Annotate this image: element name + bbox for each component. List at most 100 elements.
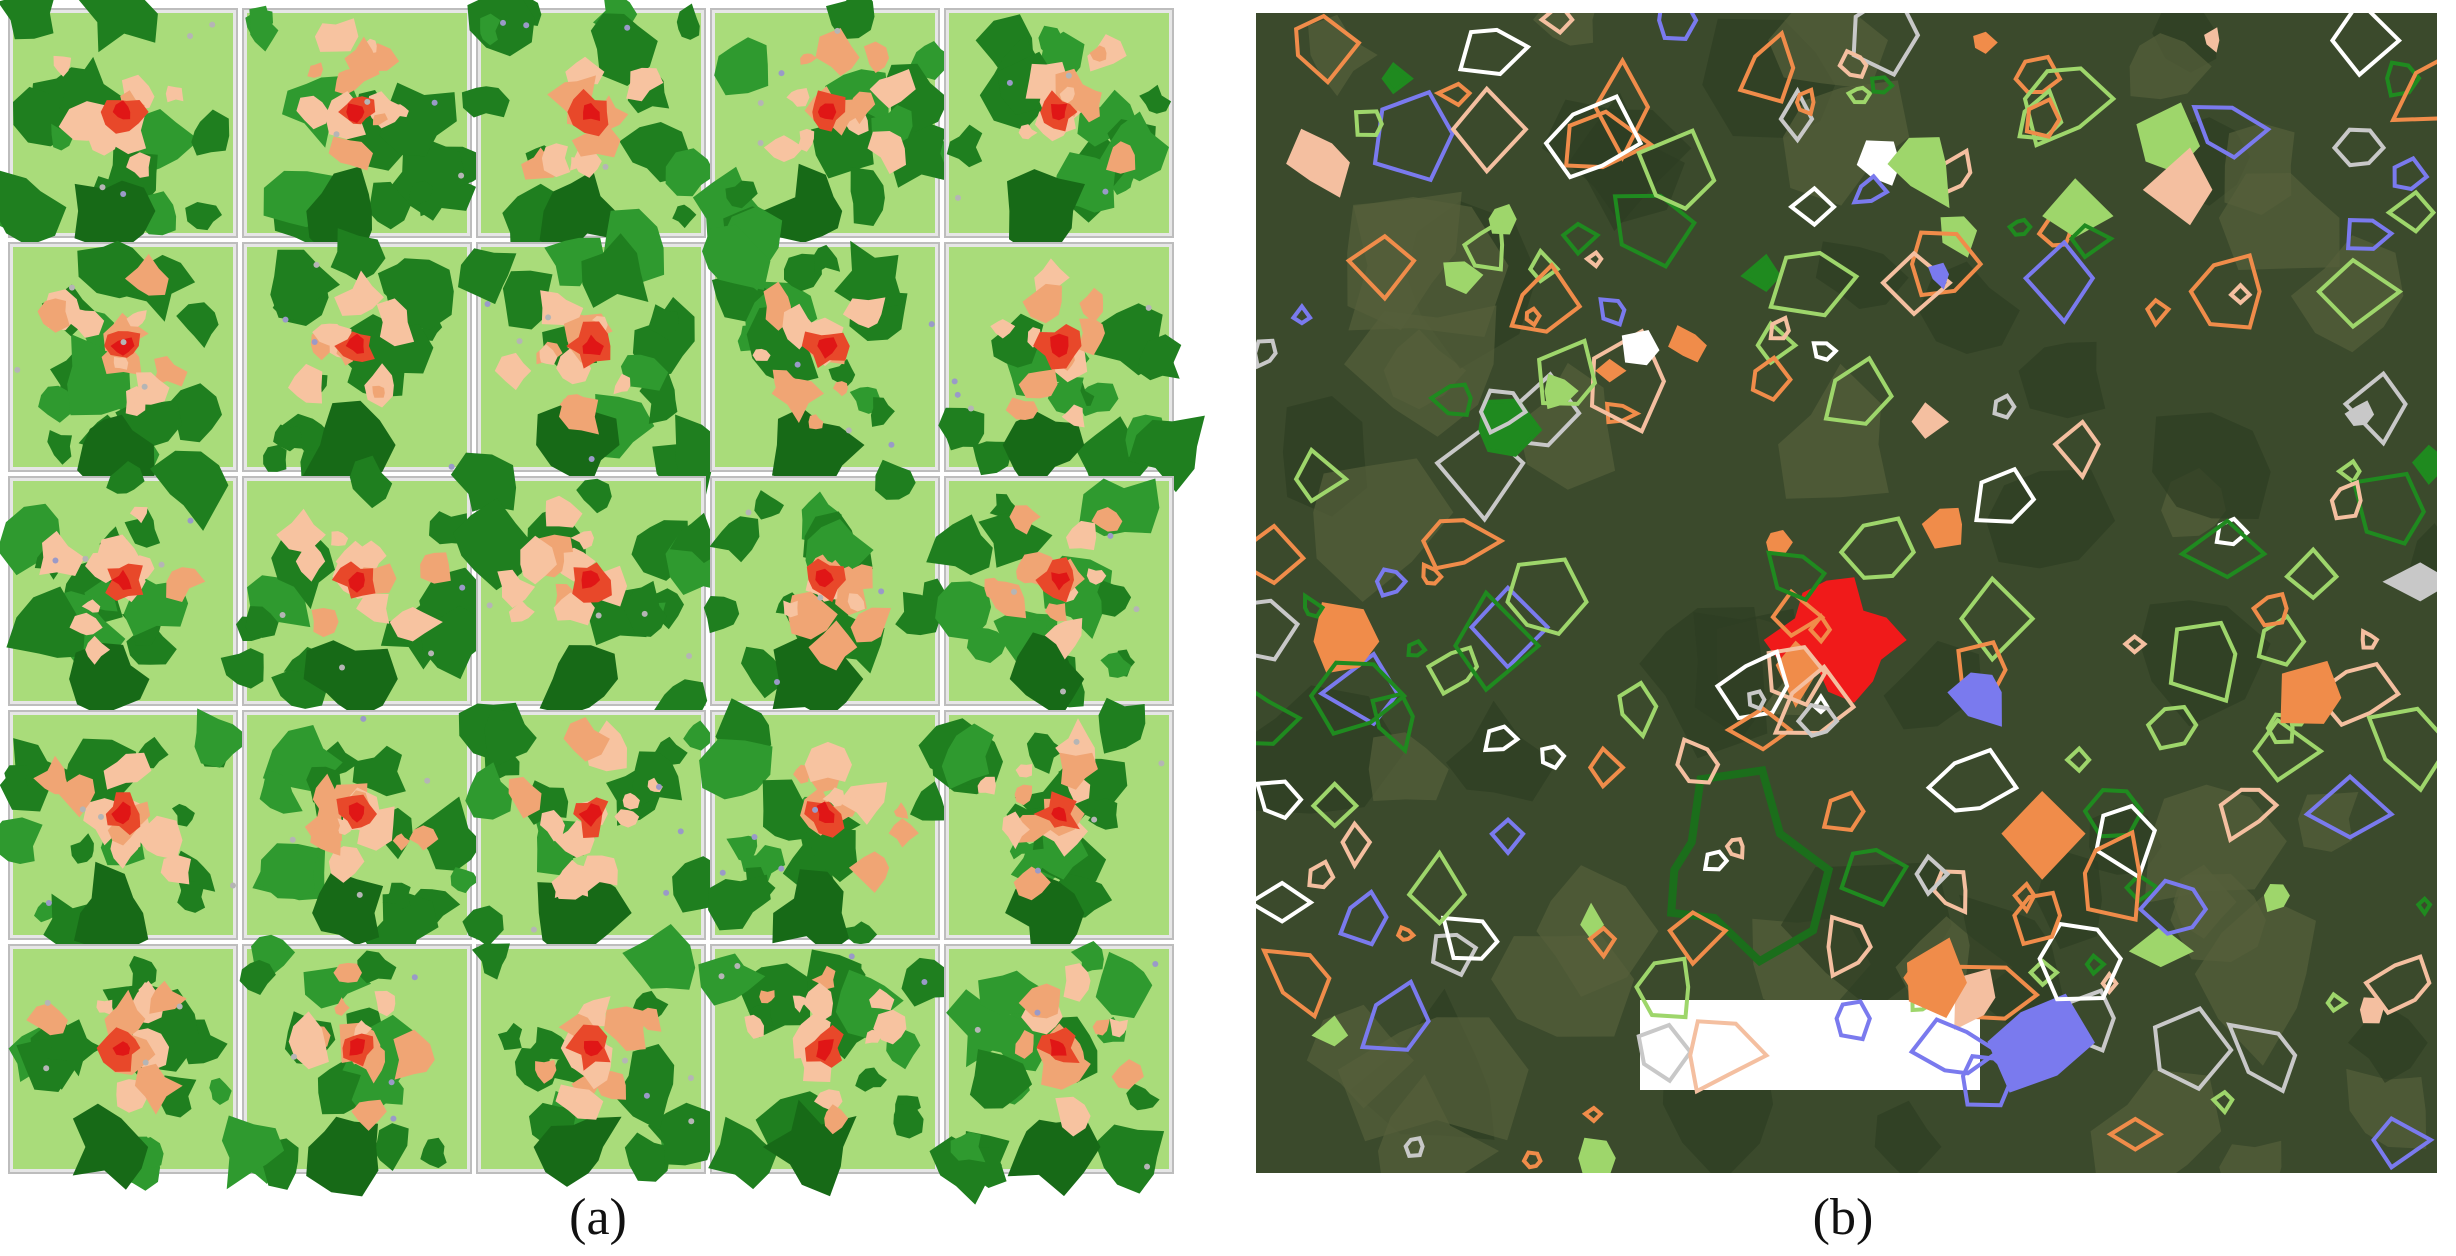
urban-patch <box>808 620 858 671</box>
parcel-outline <box>1621 329 1660 366</box>
forest-patch <box>330 228 386 282</box>
misc-pixel <box>333 131 340 138</box>
urban-patch <box>1013 866 1051 901</box>
parcel-outline <box>1421 561 1444 586</box>
parcel-outline <box>1668 325 1707 363</box>
forest-patch <box>259 843 320 899</box>
urban-patch <box>1045 603 1067 622</box>
city-center <box>1050 333 1069 358</box>
urban-patch <box>134 1063 183 1115</box>
urban-patch <box>96 999 113 1016</box>
misc-pixel <box>448 463 455 470</box>
parcel-outline <box>1337 888 1389 947</box>
misc-pixel <box>97 813 104 820</box>
forest-patch <box>895 592 941 636</box>
forest-patch <box>544 237 605 287</box>
parcel-outline <box>2280 660 2342 724</box>
forest-patch <box>647 1102 715 1166</box>
urban-patch <box>797 128 815 152</box>
parcel-outline <box>1560 221 1601 257</box>
parcel-outline <box>1468 584 1551 671</box>
parcel-outline <box>1440 915 1500 961</box>
parcel-outline <box>1595 358 1627 383</box>
terrain-patch <box>2219 1140 2282 1173</box>
city-center <box>1051 806 1067 822</box>
parcel-outline <box>1839 847 1910 908</box>
forest-patch <box>273 424 302 452</box>
forest-patch <box>929 1136 1002 1205</box>
forest-patch <box>465 762 513 820</box>
parcel-outline <box>1311 1015 1349 1047</box>
map-tile <box>458 208 731 499</box>
terrain-patch <box>1308 14 1378 97</box>
terrain-patch <box>2218 172 2340 270</box>
parcel-outline <box>1740 253 1782 292</box>
urban-patch <box>541 143 571 178</box>
urban-patch <box>814 1089 843 1110</box>
forest-patch <box>220 648 264 689</box>
city-center <box>583 103 600 121</box>
urban-patch <box>1014 784 1033 806</box>
forest-patch <box>357 950 397 984</box>
forest-patch <box>1026 732 1065 774</box>
urban-patch <box>69 612 103 636</box>
parcel-outline <box>1838 516 1917 580</box>
forest-patch <box>450 867 479 894</box>
urban-patch <box>585 720 627 772</box>
forest-patch <box>245 606 279 638</box>
misc-pixel <box>1006 79 1013 86</box>
parcel-outline <box>2128 926 2194 968</box>
city-center <box>111 569 132 590</box>
misc-pixel <box>687 1074 694 1081</box>
misc-pixel <box>43 1065 50 1072</box>
parcel-outline <box>1587 745 1626 790</box>
misc-pixel <box>120 339 127 346</box>
misc-pixel <box>530 926 537 933</box>
urban-patch <box>376 298 415 347</box>
misc-pixel <box>82 555 89 562</box>
urban-patch <box>873 1009 907 1045</box>
misc-pixel <box>1010 588 1017 595</box>
urban-patch <box>310 827 341 856</box>
parcel-outline <box>2385 189 2437 234</box>
map-tile <box>698 944 959 1197</box>
parcel-outline <box>1688 1019 1770 1095</box>
forest-patch <box>462 905 504 947</box>
parcel-outline <box>2345 218 2395 251</box>
parcel-outline <box>2385 60 2422 98</box>
urban-patch <box>26 1002 68 1036</box>
city-center <box>112 100 131 120</box>
forest-patch <box>893 1104 924 1139</box>
urban-patch <box>1015 764 1033 778</box>
urban-patch <box>822 787 845 807</box>
urban-patch <box>314 18 359 52</box>
parcel-outline <box>2214 516 2251 547</box>
parcel-outline <box>2335 458 2362 485</box>
misc-pixel <box>624 24 631 31</box>
urban-patch <box>562 552 589 572</box>
misc-pixel <box>757 100 764 107</box>
map-tile <box>918 697 1174 962</box>
forest-patch <box>762 779 821 841</box>
misc-pixel <box>364 98 371 105</box>
urban-patch <box>316 795 340 824</box>
forest-patch <box>382 882 411 909</box>
parcel-outline <box>2366 706 2437 793</box>
forest-patch <box>408 180 433 206</box>
parcel-outline <box>1345 233 1417 302</box>
misc-pixel <box>176 1003 183 1010</box>
parcel-outline <box>1443 261 1484 295</box>
misc-pixel <box>120 191 127 198</box>
urban-patch <box>604 1006 646 1051</box>
urban-patch <box>540 810 565 842</box>
forest-south <box>1007 1119 1101 1197</box>
map-tile <box>8 944 238 1191</box>
urban-patch <box>1087 34 1127 72</box>
terrain-patch <box>2144 784 2287 904</box>
city-center <box>1051 572 1071 591</box>
urban-patch <box>288 363 323 404</box>
misc-pixel <box>745 509 752 516</box>
parcel-outline <box>1353 109 1385 138</box>
parcel-outline <box>2068 222 2115 260</box>
forest-patch <box>576 478 612 514</box>
